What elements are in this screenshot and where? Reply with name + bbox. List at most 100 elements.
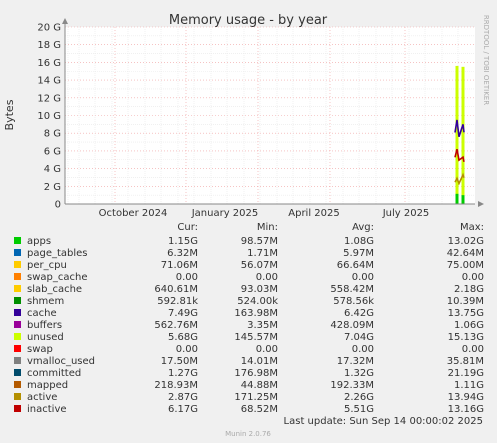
legend-label-mapped: mapped: [27, 380, 68, 391]
legend-value-min: 93.03M: [241, 284, 278, 295]
legend-swatch-unused: [14, 333, 21, 340]
inactive-line: [454, 148, 465, 162]
legend-value-min: 524.00k: [237, 296, 278, 307]
apps-area: [461, 195, 465, 204]
chart-marks: [454, 65, 465, 204]
legend-label-slab_cache: slab_cache: [27, 284, 82, 295]
y-axis-arrow: [62, 18, 68, 24]
legend-value-cur: 17.50M: [161, 356, 198, 367]
x-axis-arrow: [478, 201, 484, 207]
legend-value-max: 2.18G: [454, 284, 484, 295]
legend-value-min: 163.98M: [234, 308, 278, 319]
active-line: [454, 172, 465, 186]
legend-value-cur: 7.49G: [168, 308, 198, 319]
legend-value-cur: 592.81k: [157, 296, 198, 307]
legend-swatch-cache: [14, 309, 21, 316]
legend-swatch-page_tables: [14, 249, 21, 256]
chart-title: Memory usage - by year: [169, 13, 328, 28]
legend-value-cur: 6.32M: [167, 248, 198, 259]
legend-label-apps: apps: [27, 236, 51, 247]
legend-column-header: Min:: [257, 222, 278, 233]
legend-swatch-apps: [14, 237, 21, 244]
legend-value-cur: 6.17G: [168, 404, 198, 415]
legend-value-min: 44.88M: [241, 380, 278, 391]
legend-swatch-swap: [14, 345, 21, 352]
legend-swatch-per_cpu: [14, 261, 21, 268]
y-tick-label: 20 G: [37, 23, 61, 34]
y-tick-label: 18 G: [37, 40, 61, 51]
legend-column-header: Avg:: [352, 222, 374, 233]
y-tick-label: 4 G: [44, 164, 61, 175]
legend-value-avg: 5.97M: [343, 248, 374, 259]
legend-value-avg: 192.33M: [330, 380, 374, 391]
x-tick-label: April 2025: [288, 208, 339, 219]
unused-area: [461, 66, 465, 204]
legend-swatch-buffers: [14, 321, 21, 328]
legend-label-cache: cache: [27, 308, 57, 319]
legend-label-active: active: [27, 392, 57, 403]
y-tick-label: 10 G: [37, 111, 61, 122]
legend-value-cur: 0.00: [176, 272, 198, 283]
legend-label-inactive: inactive: [27, 404, 67, 415]
legend-value-min: 56.07M: [241, 260, 278, 271]
legend-value-max: 15.13G: [448, 332, 484, 343]
y-tick-label: 6 G: [44, 146, 61, 157]
y-tick-label: 8 G: [44, 129, 61, 140]
legend-value-min: 0.00: [256, 272, 278, 283]
legend-value-max: 1.11G: [454, 380, 484, 391]
y-tick-label: 14 G: [37, 76, 61, 87]
legend-value-cur: 0.00: [176, 344, 198, 355]
legend-value-avg: 2.26G: [344, 392, 374, 403]
legend-value-min: 176.98M: [234, 368, 278, 379]
legend-value-min: 171.25M: [234, 392, 278, 403]
legend-value-avg: 1.08G: [344, 236, 374, 247]
legend-swatch-active: [14, 393, 21, 400]
legend-value-avg: 1.32G: [344, 368, 374, 379]
legend-value-cur: 218.93M: [154, 380, 198, 391]
legend-swatch-mapped: [14, 381, 21, 388]
legend-value-avg: 0.00: [352, 344, 374, 355]
legend-value-min: 1.71M: [247, 248, 278, 259]
legend-value-cur: 1.27G: [168, 368, 198, 379]
legend-value-cur: 71.06M: [161, 260, 198, 271]
legend-label-swap_cache: swap_cache: [27, 272, 87, 283]
legend-value-avg: 7.04G: [344, 332, 374, 343]
legend-value-cur: 2.87G: [168, 392, 198, 403]
munin-version: Munin 2.0.76: [225, 430, 271, 438]
axes: 0 2 G 4 G 6 G 8 G 10 G 12 G 14 G 16 G 18 G 20 G Oct…: [37, 18, 484, 219]
x-tick-label: October 2024: [99, 208, 168, 219]
legend-swatch-slab_cache: [14, 285, 21, 292]
legend-value-min: 3.35M: [247, 320, 278, 331]
legend-value-max: 10.39M: [447, 296, 484, 307]
legend-swatch-committed: [14, 369, 21, 376]
unused-area: [455, 65, 459, 204]
legend-swatch-inactive: [14, 405, 21, 412]
legend-label-buffers: buffers: [27, 320, 62, 331]
legend-value-avg: 0.00: [352, 272, 374, 283]
legend-swatch-vmalloc_used: [14, 357, 21, 364]
legend-label-swap: swap: [27, 344, 53, 355]
legend-value-max: 0.00: [462, 272, 484, 283]
legend-value-avg: 66.64M: [337, 260, 374, 271]
legend-value-cur: 5.68G: [168, 332, 198, 343]
legend-value-avg: 578.56k: [333, 296, 374, 307]
legend-value-max: 13.16G: [448, 404, 484, 415]
legend-label-shmem: shmem: [27, 296, 64, 307]
legend-value-cur: 1.15G: [168, 236, 198, 247]
legend-value-avg: 428.09M: [330, 320, 374, 331]
rrdtool-credit: RRDTOOL / TOBI OETIKER: [482, 15, 490, 105]
legend-value-max: 1.06G: [454, 320, 484, 331]
y-tick-label: 12 G: [37, 93, 61, 104]
legend-value-min: 68.52M: [241, 404, 278, 415]
legend-label-page_tables: page_tables: [27, 248, 88, 259]
legend-value-max: 75.00M: [447, 260, 484, 271]
legend-value-max: 0.00: [462, 344, 484, 355]
last-update-text: Last update: Sun Sep 14 00:00:02 2025: [284, 416, 483, 427]
legend-label-committed: committed: [27, 368, 81, 379]
legend: Cur: Min: Avg: Max: apps 1.15G 98.57M 1.08G 13.0…: [14, 222, 484, 415]
legend-swatch-shmem: [14, 297, 21, 304]
legend-value-min: 98.57M: [241, 236, 278, 247]
y-tick-label: 16 G: [37, 58, 61, 69]
legend-label-unused: unused: [27, 332, 64, 343]
